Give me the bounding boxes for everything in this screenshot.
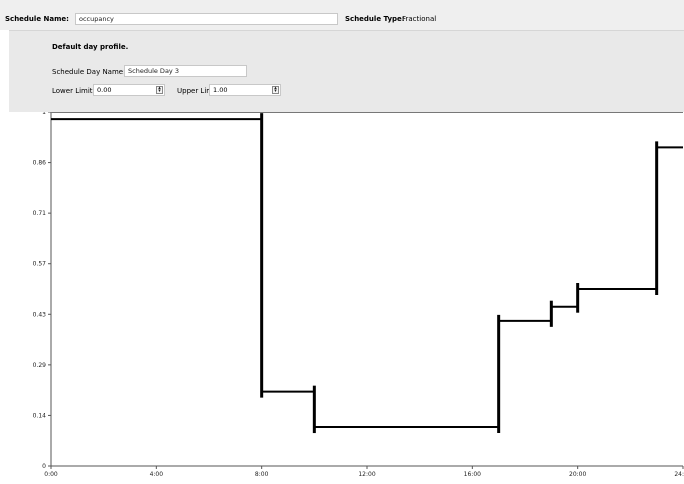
lower-limit-spinbox[interactable]: 0.00 ▴ ▾ — [93, 84, 165, 96]
schedule-name-label: Schedule Name: — [5, 15, 69, 23]
upper-limit-spinbox[interactable]: 1.00 ▴ ▾ — [209, 84, 281, 96]
y-tick-label: 0.71 — [33, 210, 47, 217]
y-tick-label: 0 — [42, 463, 46, 470]
day-name-input[interactable]: Schedule Day 3 — [124, 65, 247, 77]
schedule-type-value: Fractional — [402, 15, 437, 23]
upper-limit-stepper-icon[interactable]: ▴ ▾ — [272, 86, 279, 94]
schedule-type-label: Schedule Type: — [345, 15, 405, 23]
x-tick-label: 12:00 — [358, 471, 375, 478]
x-tick-label: 0:00 — [44, 471, 58, 478]
schedule-chart-svg[interactable]: 0 0.14 0.29 0.43 0.57 0.71 0.86 1 0:00 4:00 8:00 12… — [0, 109, 684, 482]
schedule-chart[interactable]: 0 0.14 0.29 0.43 0.57 0.71 0.86 1 0:00 4:00 8:00 12… — [0, 109, 684, 482]
y-tick-label: 0.14 — [33, 412, 47, 419]
x-tick-label: 24: — [674, 471, 684, 478]
schedule-name-input[interactable]: occupancy — [75, 13, 338, 25]
day-profile-title: Default day profile. — [52, 43, 129, 51]
y-tick-label: 0.57 — [33, 261, 47, 268]
day-profile-panel: Default day profile. Schedule Day Name: … — [9, 30, 684, 112]
y-tick-label: 0.29 — [33, 362, 47, 369]
upper-limit-value: 1.00 — [213, 86, 228, 94]
schedule-header: Schedule Name: occupancy Schedule Type: … — [0, 0, 684, 30]
y-tick-label: 1 — [42, 112, 46, 116]
x-tick-label: 4:00 — [150, 471, 164, 478]
lower-limit-stepper-icon[interactable]: ▴ ▾ — [156, 86, 163, 94]
upper-limit-label: Upper Limit: — [177, 87, 221, 95]
lower-limit-label: Lower Limit: — [52, 87, 95, 95]
lower-limit-value: 0.00 — [97, 86, 112, 94]
day-name-label: Schedule Day Name: — [52, 68, 126, 76]
x-tick-label: 8:00 — [255, 471, 269, 478]
y-tick-label: 0.43 — [33, 311, 47, 318]
x-tick-label: 20:00 — [569, 471, 586, 478]
y-tick-label: 0.86 — [33, 160, 47, 167]
x-tick-label: 16:00 — [464, 471, 481, 478]
